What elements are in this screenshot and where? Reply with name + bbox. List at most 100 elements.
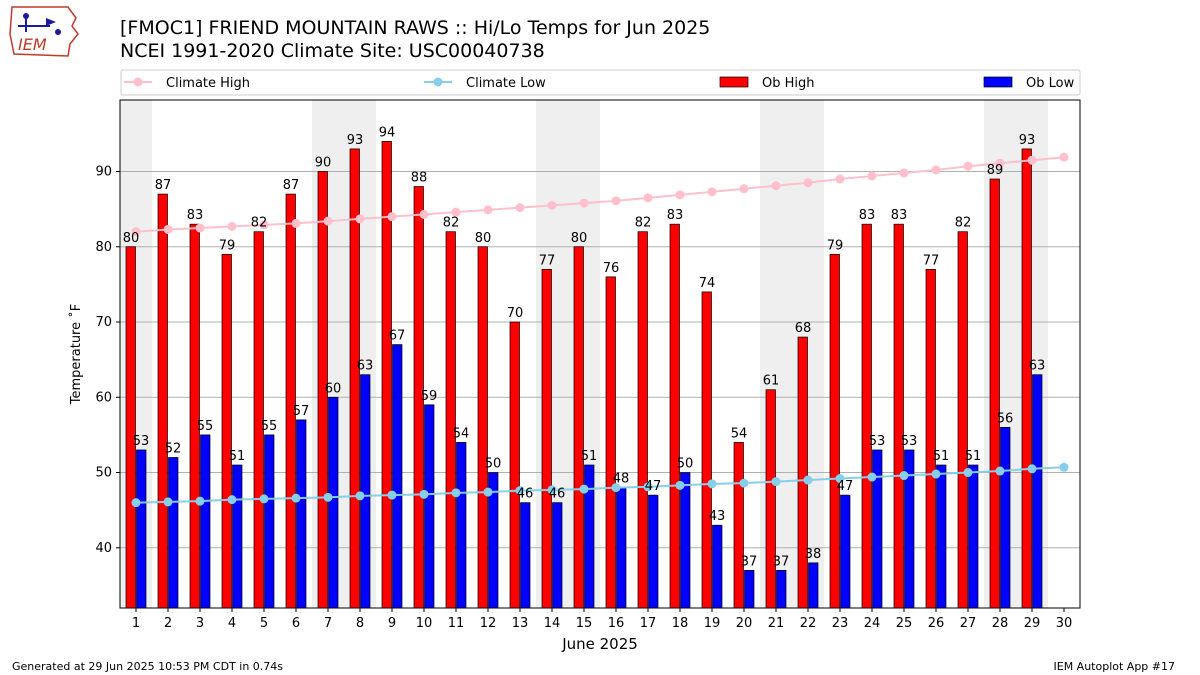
ob-low-label-3: 55 (197, 419, 214, 434)
ob-low-bar-9 (392, 344, 403, 609)
x-tick-label-17: 17 (640, 616, 657, 631)
ob-low-bar-14 (552, 502, 563, 609)
ob-low-bar-20 (744, 570, 755, 609)
ob-low-bar-5 (264, 434, 275, 609)
x-tick-label-11: 11 (448, 616, 465, 631)
ob-low-bar-28 (1000, 427, 1011, 609)
climate-low-point-16 (611, 483, 621, 493)
climate-high-point-30 (1059, 152, 1069, 162)
climate-high-point-18 (675, 190, 685, 200)
ob-low-label-7: 60 (325, 381, 342, 396)
ob-low-label-1: 53 (133, 434, 150, 449)
ob-high-label-15: 80 (571, 231, 588, 246)
climate-low-point-4 (227, 495, 237, 505)
ob-low-bar-17 (648, 494, 659, 609)
ob-low-label-28: 56 (997, 411, 1014, 426)
ob-low-label-27: 51 (965, 449, 982, 464)
y-tick-label-50: 50 (95, 466, 112, 481)
climate-low-point-8 (355, 491, 365, 501)
legend-frame (120, 69, 1081, 96)
ob-high-label-20: 54 (731, 426, 748, 441)
weekend-shade-day-1 (120, 100, 152, 608)
x-tick-label-30: 30 (1056, 616, 1073, 631)
climate-low-point-12 (483, 487, 493, 497)
ob-low-label-2: 52 (165, 441, 182, 456)
climate-high-point-25 (899, 168, 909, 178)
ob-low-bar-3 (200, 434, 211, 609)
ob-high-bar-18 (669, 223, 680, 609)
ob-low-bar-7 (328, 396, 339, 609)
ob-high-bar-3 (189, 223, 200, 609)
ob-high-label-24: 83 (859, 208, 876, 223)
ob-low-label-12: 50 (485, 457, 502, 472)
ob-high-bar-17 (637, 231, 648, 609)
ob-low-bar-1 (136, 449, 147, 609)
ob-low-label-5: 55 (261, 419, 278, 434)
ob-low-bar-22 (808, 562, 819, 609)
ob-low-legend-swatch (983, 76, 1013, 88)
ob-high-label-29: 93 (1019, 133, 1036, 148)
ob-low-bar-21 (776, 570, 787, 609)
ob-high-legend-swatch (719, 76, 749, 88)
ob-high-label-13: 70 (507, 306, 524, 321)
climate-high-point-15 (579, 198, 589, 208)
x-tick-label-6: 6 (292, 616, 300, 631)
ob-high-bar-22 (797, 336, 808, 609)
x-tick-label-23: 23 (832, 616, 849, 631)
climate-low-point-6 (291, 493, 301, 503)
ob-high-label-22: 68 (795, 321, 812, 336)
x-tick-label-12: 12 (480, 616, 497, 631)
app-note: IEM Autoplot App #17 (1053, 660, 1176, 673)
y-tick-label-90: 90 (95, 164, 112, 179)
x-tick-label-7: 7 (324, 616, 332, 631)
climate-high-point-13 (515, 203, 525, 213)
climate-low-point-5 (259, 494, 269, 504)
ob-low-bar-27 (968, 464, 979, 609)
ob-low-legend-label: Ob Low (1026, 76, 1075, 91)
ob-low-bar-29 (1032, 374, 1043, 609)
climate-high-point-27 (963, 161, 973, 171)
climate-low-point-23 (835, 474, 845, 484)
ob-low-label-22: 38 (805, 547, 822, 562)
climate-low-point-7 (323, 492, 333, 502)
climate-high-point-6 (291, 218, 301, 228)
climate-low-point-19 (707, 479, 717, 489)
ob-low-label-11: 54 (453, 426, 470, 441)
ob-high-bar-19 (701, 291, 712, 609)
ob-high-label-18: 83 (667, 208, 684, 223)
weekend-shade-day-7 (312, 100, 344, 608)
climate-high-point-17 (643, 193, 653, 203)
y-tick-label-70: 70 (95, 315, 112, 330)
ob-low-label-10: 59 (421, 389, 438, 404)
ob-low-label-29: 63 (1029, 359, 1046, 374)
y-tick-label-60: 60 (95, 390, 112, 405)
climate-high-point-14 (547, 200, 557, 210)
climate-high-point-10 (419, 209, 429, 219)
climate-high-point-19 (707, 187, 717, 197)
ob-high-label-23: 79 (827, 238, 844, 253)
ob-low-label-14: 46 (549, 487, 566, 502)
ob-low-bar-18 (680, 472, 691, 609)
ob-high-label-7: 90 (315, 155, 332, 170)
climate-low-point-15 (579, 484, 589, 494)
ob-low-label-15: 51 (581, 449, 598, 464)
ob-high-label-21: 61 (763, 374, 780, 389)
ob-low-bar-2 (168, 457, 179, 609)
ob-low-bar-11 (456, 442, 467, 609)
x-tick-label-18: 18 (672, 616, 689, 631)
ob-high-bar-27 (957, 231, 968, 609)
x-tick-label-5: 5 (260, 616, 268, 631)
climate-high-point-2 (163, 224, 173, 234)
ob-high-bar-28 (989, 178, 1000, 609)
climate-low-point-24 (867, 472, 877, 482)
ob-high-bar-23 (829, 253, 840, 609)
ob-high-bar-1 (125, 246, 136, 609)
climate-low-point-17 (643, 482, 653, 492)
y-tick-label-40: 40 (95, 541, 112, 556)
weekend-shade-day-22 (792, 100, 824, 608)
climate-low-point-22 (803, 475, 813, 485)
climate-low-line (135, 466, 1065, 504)
ob-low-bar-4 (232, 464, 243, 609)
bars (125, 141, 1043, 609)
